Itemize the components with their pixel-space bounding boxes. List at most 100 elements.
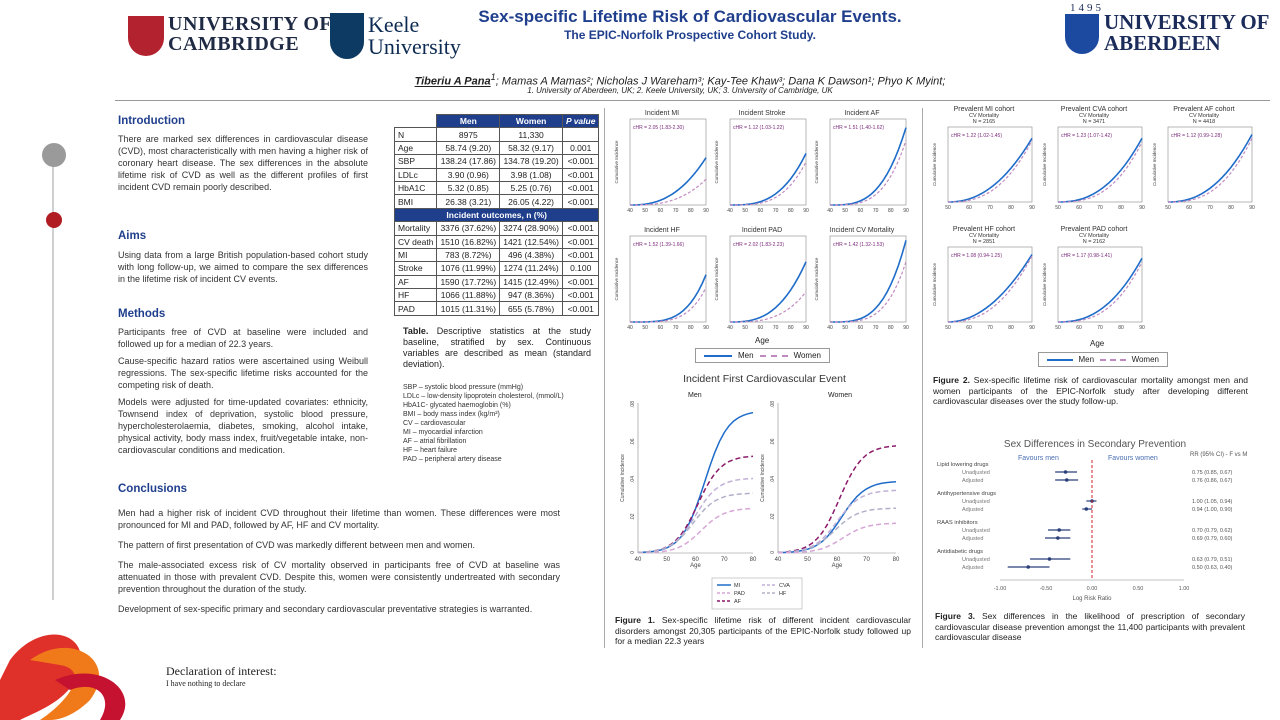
table-cell: <0.001: [561, 180, 600, 196]
table-cell: <0.001: [561, 194, 600, 209]
panel-plot: Cumulative Incidence 40 50 60 70 80 90 cHR = 2.…: [714, 235, 809, 331]
legend2-women-swatch: [1100, 358, 1126, 361]
chart-panel: Prevalent PAD cohort CV Mortality N = 2162…: [1040, 226, 1148, 341]
panel-frame: [729, 118, 807, 206]
x-tick-label: 90: [803, 325, 809, 331]
x-tick-label: 40: [727, 325, 733, 331]
y-tick-label: .08: [770, 401, 776, 408]
panel-ylabel: Cumulative Incidence: [932, 142, 937, 186]
table-cell: 1015 (11.31%): [436, 301, 501, 316]
panel-title: Prevalent AF cohort: [1173, 106, 1235, 113]
x-tick-label: 80: [788, 208, 794, 214]
presenting-author: Tiberiu A Pana: [414, 75, 491, 88]
women-curve: [730, 161, 807, 206]
affiliations: 1. University of Aberdeen, UK; 2. Keele …: [527, 86, 833, 95]
declaration-text: I have nothing to declare: [166, 679, 246, 688]
table-header-cell: Men: [436, 113, 501, 129]
table-section-row: Incident outcomes, n (%): [393, 207, 600, 223]
panel-title: Incident PAD: [741, 227, 783, 234]
women-curve: [1058, 261, 1143, 323]
table-caption-label: Table.: [403, 326, 429, 336]
introduction-heading: Introduction: [118, 115, 186, 127]
table-cell: 1510 (16.82%): [436, 234, 501, 249]
forest-rr-value: 0.75 (0.85, 0.67): [1192, 470, 1233, 476]
x-tick-label: 80: [688, 208, 694, 214]
forest-row-label: Unadjusted: [962, 499, 990, 505]
legend-women-swatch: [759, 354, 788, 357]
cambridge-logo-line1: UNIVERSITY OF: [168, 13, 333, 35]
timeline-dot-grey: [42, 143, 66, 167]
y-tick-label: .02: [770, 513, 776, 520]
forest-rr-value: 0.69 (0.79, 0.60): [1192, 536, 1233, 542]
y-tick-label: .04: [630, 476, 636, 483]
keele-logo: Keele University: [368, 14, 461, 58]
women-curve: [830, 140, 907, 206]
table-cell: 3.98 (1.08): [499, 167, 563, 182]
chart-panel: Incident CV Mortality Cumulative Incidenc…: [812, 227, 912, 339]
x-axis-label: Age: [832, 563, 843, 569]
table-cell: CV death: [393, 234, 438, 249]
x-tick-label: 90: [803, 208, 809, 214]
x-tick-label: 90: [1139, 205, 1145, 211]
table-cell: <0.001: [561, 288, 600, 303]
x-tick-label: 90: [1029, 205, 1035, 211]
chr-label: cHR = 1.23 (1.07-1.42): [1061, 133, 1112, 139]
x-tick-label: 90: [903, 325, 909, 331]
panel-ylabel: Cumulative Incidence: [614, 257, 619, 301]
table-header-cell: Women: [499, 113, 563, 129]
x-axis-label: Age: [690, 563, 701, 569]
forest-x-tick: 0.00: [1087, 586, 1098, 592]
table-caption: Table. Descriptive statistics at the stu…: [403, 326, 591, 370]
table-section-header: Incident outcomes, n (%): [393, 207, 600, 223]
table-cell: 1076 (11.99%): [436, 261, 501, 276]
table-cell: <0.001: [561, 167, 600, 182]
x-tick-label: 50: [642, 208, 648, 214]
abbreviation-item: BMI – body mass index (kg/m²): [403, 411, 500, 418]
x-tick-label: 80: [888, 325, 894, 331]
x-tick-label: 80: [1008, 205, 1014, 211]
y-axis-label: Cumulative Incidence: [760, 454, 766, 502]
aberdeen-year: 1495: [1070, 2, 1104, 14]
x-tick-label: 50: [945, 325, 951, 331]
x-tick-label: 40: [827, 208, 833, 214]
mi-men-curve: [637, 411, 754, 554]
legend-label: HF: [779, 591, 787, 597]
panel-ylabel: Cumulative Incidence: [714, 257, 719, 301]
panel-plot: Cumulative Incidence 50 60 70 80 90 cHR = 1.17…: [1042, 246, 1145, 331]
panel-subtitle: CV Mortality: [1079, 113, 1109, 119]
x-tick-label: 70: [863, 557, 870, 563]
table-cell: 3.90 (0.96): [436, 167, 501, 182]
chr-label: cHR = 2.02 (1.83-2.23): [733, 242, 784, 248]
first-event-chart: .08 .06 .04 .02 0 40 50 60 70 80 Age Cumulative Inc…: [620, 401, 900, 610]
panel-frame: [1057, 126, 1143, 203]
panel-title: Incident Stroke: [738, 110, 786, 117]
legend-label: CVA: [779, 583, 790, 589]
aims-text: Using data from a large British populati…: [118, 250, 368, 284]
x-tick-label: 60: [658, 208, 664, 214]
first-event-legend: MI CVA PAD HF AF: [711, 577, 803, 610]
chr-label: cHR = 1.22 (1.02-1.45): [951, 133, 1002, 139]
x-tick-label: 50: [742, 325, 748, 331]
table-cell: SBP: [393, 154, 438, 169]
panel-frame: [729, 235, 807, 323]
women-curve: [630, 287, 707, 323]
pad-women-curve: [777, 522, 897, 554]
men-curve: [630, 274, 707, 323]
chart-panel: Incident PAD Cumulative Incidence 40 50 60 70…: [712, 227, 812, 339]
x-tick-label: 50: [1055, 205, 1061, 211]
panel-ylabel: Cumulative Incidence: [814, 257, 819, 301]
table-cell: 783 (8.72%): [436, 247, 501, 263]
panel-plot: Cumulative Incidence 40 50 60 70 80 90 cHR = 1.…: [814, 118, 909, 214]
men-curve: [1058, 137, 1143, 203]
table-cell: HbA1C: [393, 180, 438, 196]
table-row: Stroke 1076 (11.99%) 1274 (11.24%) 0.100: [393, 261, 600, 276]
panel-plot: Cumulative Incidence 40 50 60 70 80 90 cHR = 1.…: [614, 235, 709, 331]
table-cell: <0.001: [561, 247, 600, 263]
chart-panel: Incident MI Cumulative Incidence 40 50 60 70 8…: [612, 110, 712, 222]
table-cell: Age: [393, 140, 438, 156]
men-curve: [1058, 257, 1143, 323]
chart-panel: Incident Stroke Cumulative Incidence 40 50 6…: [712, 110, 812, 222]
x-tick-label: 70: [987, 205, 993, 211]
declaration-heading: Declaration of interest:: [166, 664, 277, 678]
baseline-table: Men Women P value N 8975 11,330 Age 58.74 (9.2…: [393, 113, 600, 316]
